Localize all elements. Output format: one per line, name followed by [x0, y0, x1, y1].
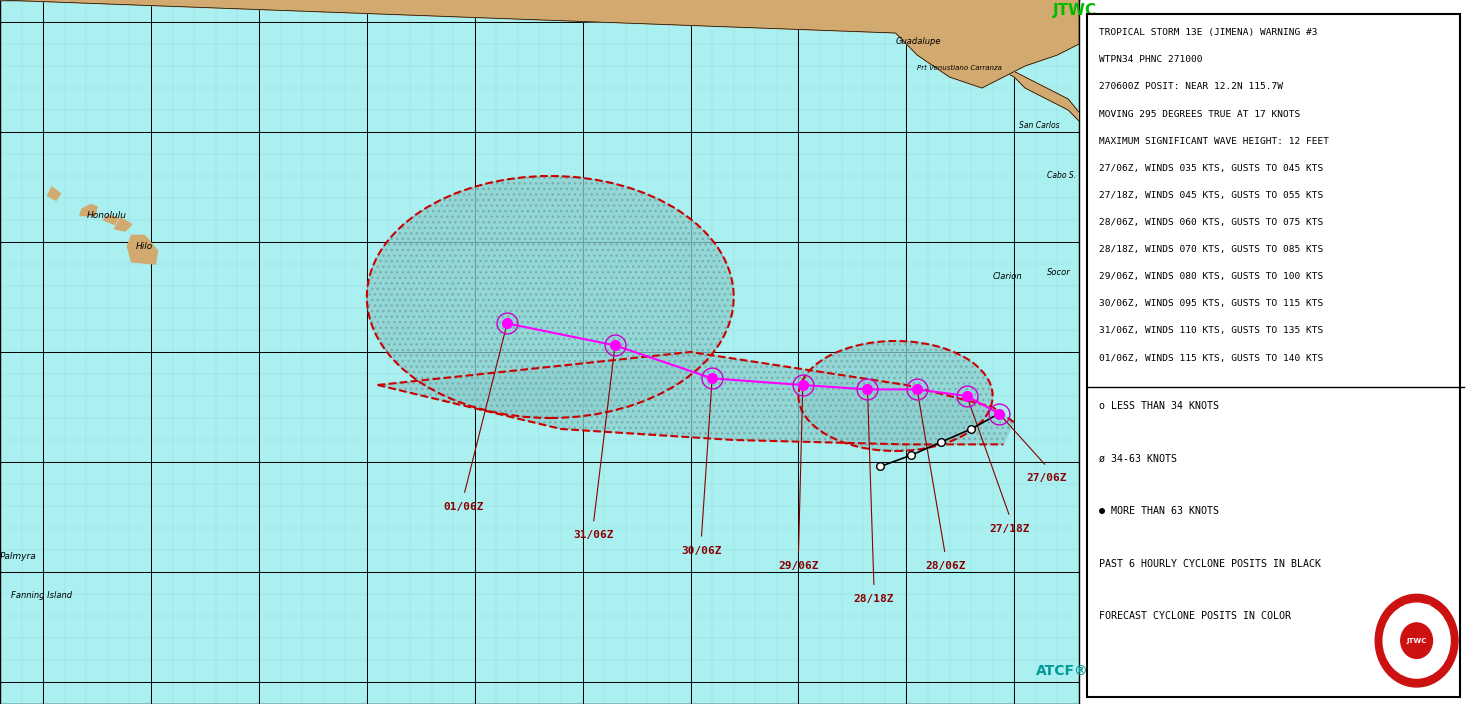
Text: 27/18Z: 27/18Z	[989, 524, 1031, 534]
Text: ø 34-63 KNOTS: ø 34-63 KNOTS	[1098, 454, 1177, 464]
Text: MOVING 295 DEGREES TRUE AT 17 KNOTS: MOVING 295 DEGREES TRUE AT 17 KNOTS	[1098, 110, 1301, 118]
Polygon shape	[115, 218, 132, 231]
Text: Fanning Island: Fanning Island	[10, 591, 72, 601]
Text: JTWC: JTWC	[1406, 638, 1427, 643]
Text: 28/06Z, WINDS 060 KTS, GUSTS TO 075 KTS: 28/06Z, WINDS 060 KTS, GUSTS TO 075 KTS	[1098, 218, 1323, 227]
Text: o LESS THAN 34 KNOTS: o LESS THAN 34 KNOTS	[1098, 401, 1218, 411]
Text: JTWC: JTWC	[1053, 4, 1097, 18]
Text: 27/18Z, WINDS 045 KTS, GUSTS TO 055 KTS: 27/18Z, WINDS 045 KTS, GUSTS TO 055 KTS	[1098, 191, 1323, 200]
Text: Cabo S.: Cabo S.	[1047, 171, 1076, 180]
Ellipse shape	[367, 176, 734, 418]
Polygon shape	[104, 215, 119, 225]
Text: 29/06Z: 29/06Z	[778, 561, 819, 571]
Text: Clarion: Clarion	[992, 272, 1022, 282]
Text: Hilo: Hilo	[137, 241, 153, 251]
Polygon shape	[79, 205, 97, 215]
Text: MAXIMUM SIGNIFICANT WAVE HEIGHT: 12 FEET: MAXIMUM SIGNIFICANT WAVE HEIGHT: 12 FEET	[1098, 137, 1329, 146]
Text: Socor: Socor	[1047, 268, 1070, 277]
Text: 31/06Z, WINDS 110 KTS, GUSTS TO 135 KTS: 31/06Z, WINDS 110 KTS, GUSTS TO 135 KTS	[1098, 327, 1323, 335]
Text: ATCF®: ATCF®	[1036, 665, 1089, 679]
Text: Palmyra: Palmyra	[0, 552, 37, 561]
Text: San Carlos: San Carlos	[1019, 120, 1060, 130]
Polygon shape	[377, 352, 1014, 444]
FancyBboxPatch shape	[1088, 14, 1461, 697]
Text: 28/06Z: 28/06Z	[925, 561, 966, 571]
Text: 30/06Z, WINDS 095 KTS, GUSTS TO 115 KTS: 30/06Z, WINDS 095 KTS, GUSTS TO 115 KTS	[1098, 299, 1323, 308]
Polygon shape	[942, 33, 1133, 178]
Text: 28/18Z: 28/18Z	[854, 594, 894, 604]
Text: 29/06Z, WINDS 080 KTS, GUSTS TO 100 KTS: 29/06Z, WINDS 080 KTS, GUSTS TO 100 KTS	[1098, 272, 1323, 281]
Text: Guadalupe: Guadalupe	[895, 37, 941, 46]
Polygon shape	[0, 0, 1079, 88]
Text: JOINT TYPHOON: JOINT TYPHOON	[1403, 604, 1430, 608]
Text: 28/18Z, WINDS 070 KTS, GUSTS TO 085 KTS: 28/18Z, WINDS 070 KTS, GUSTS TO 085 KTS	[1098, 245, 1323, 254]
Circle shape	[1383, 603, 1450, 678]
Text: Honolulu: Honolulu	[87, 210, 126, 220]
Text: WTPN34 PHNC 271000: WTPN34 PHNC 271000	[1098, 56, 1202, 64]
Text: 27/06Z: 27/06Z	[1026, 473, 1067, 483]
Circle shape	[1400, 623, 1433, 658]
Text: 01/06Z: 01/06Z	[443, 501, 484, 512]
Text: 30/06Z: 30/06Z	[681, 546, 722, 555]
Text: 01/06Z, WINDS 115 KTS, GUSTS TO 140 KTS: 01/06Z, WINDS 115 KTS, GUSTS TO 140 KTS	[1098, 353, 1323, 363]
Ellipse shape	[799, 341, 992, 451]
Text: PAST 6 HOURLY CYCLONE POSITS IN BLACK: PAST 6 HOURLY CYCLONE POSITS IN BLACK	[1098, 559, 1321, 569]
Text: 27/06Z, WINDS 035 KTS, GUSTS TO 045 KTS: 27/06Z, WINDS 035 KTS, GUSTS TO 045 KTS	[1098, 164, 1323, 172]
Text: 270600Z POSIT: NEAR 12.2N 115.7W: 270600Z POSIT: NEAR 12.2N 115.7W	[1098, 82, 1283, 92]
Text: ● MORE THAN 63 KNOTS: ● MORE THAN 63 KNOTS	[1098, 506, 1218, 516]
Text: 31/06Z: 31/06Z	[573, 530, 614, 540]
Text: TROPICAL STORM 13E (JIMENA) WARNING #3: TROPICAL STORM 13E (JIMENA) WARNING #3	[1098, 28, 1317, 37]
Text: Prt Venustiano Carranza: Prt Venustiano Carranza	[918, 65, 1003, 71]
Polygon shape	[128, 235, 157, 264]
Polygon shape	[47, 187, 60, 200]
Circle shape	[1376, 594, 1458, 687]
Text: FORECAST CYCLONE POSITS IN COLOR: FORECAST CYCLONE POSITS IN COLOR	[1098, 611, 1290, 621]
